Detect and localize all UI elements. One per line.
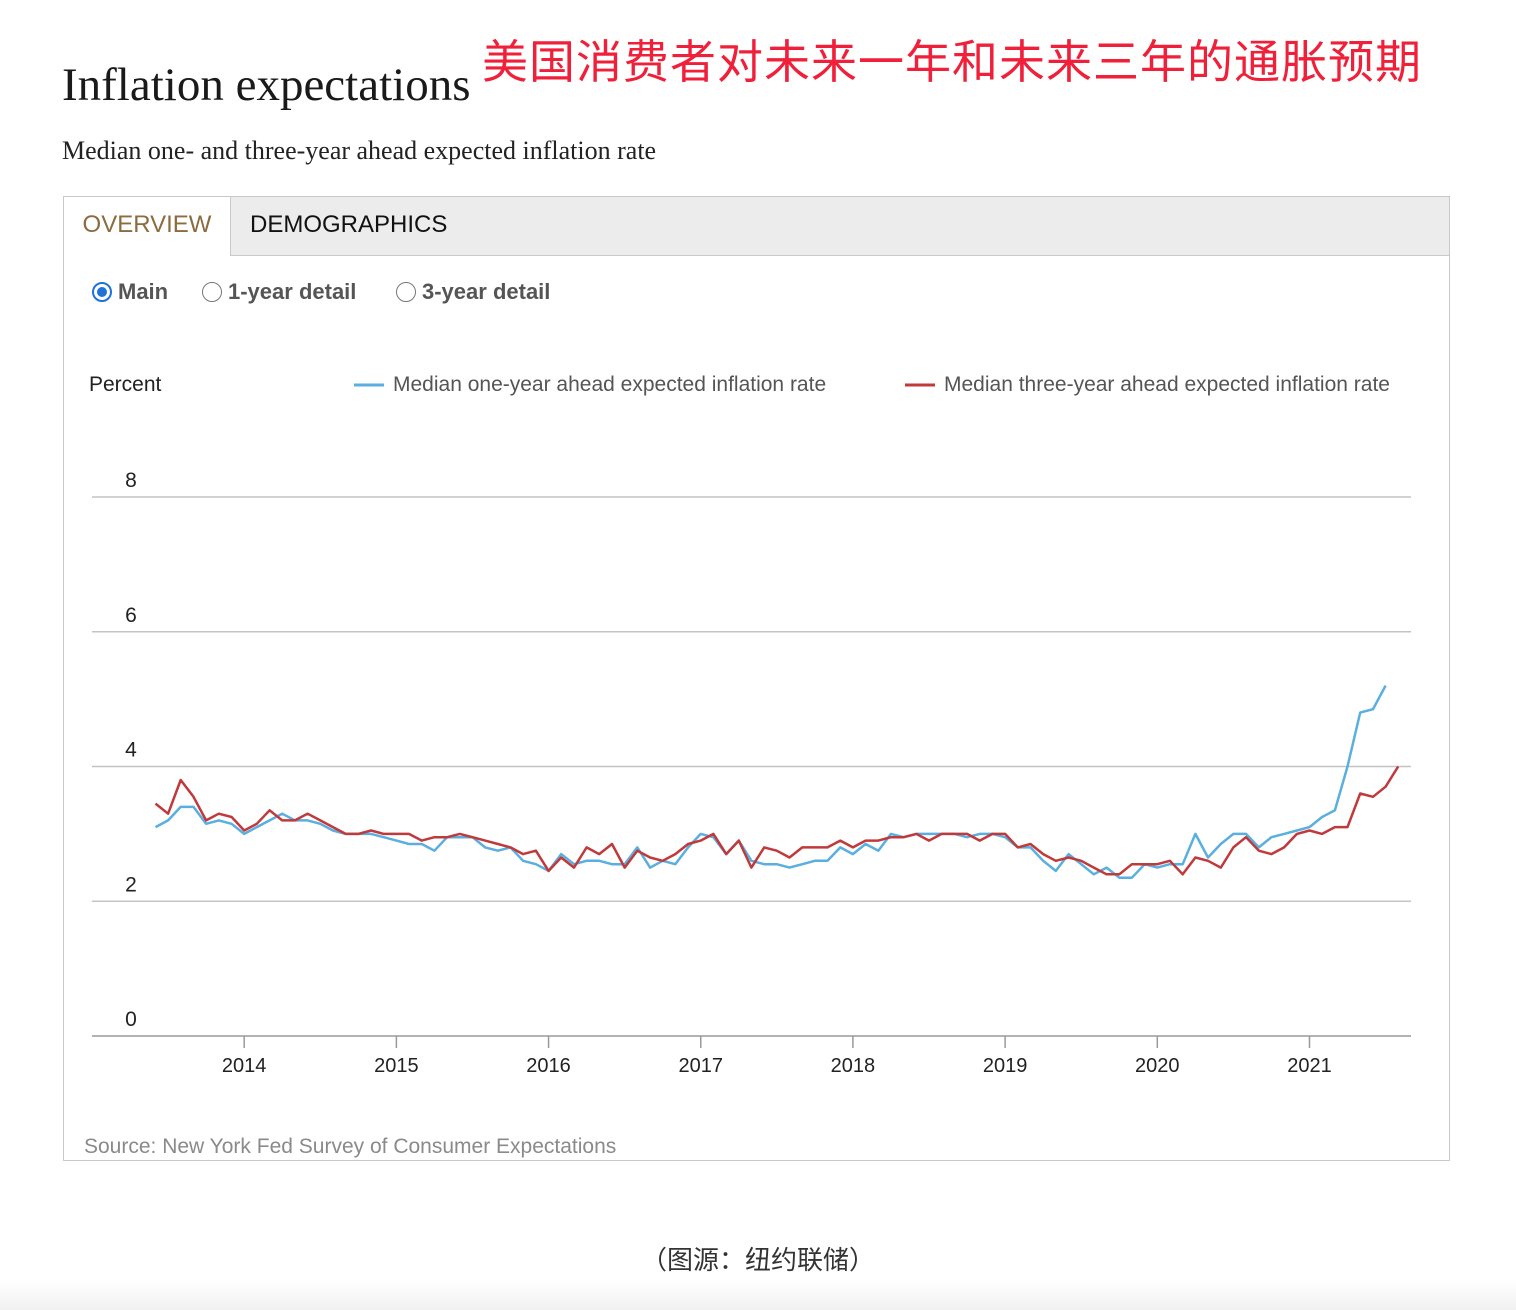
x-tick-label: 2016: [526, 1055, 571, 1077]
line-chart: Percent 0 2 4 6 8 2014 2015 2016 2017 2018 2019 2020…: [84, 373, 1411, 1158]
legend-label-1: Median one-year ahead expected inflation…: [393, 373, 826, 396]
overlay-title: 美国消费者对未来一年和未来三年的通胀预期: [482, 35, 1422, 89]
y-tick-label: 8: [125, 469, 137, 492]
page-subtitle: Median one- and three-year ahead expecte…: [62, 136, 657, 165]
y-axis-label: Percent: [89, 373, 162, 396]
footer-fade: [0, 1280, 1516, 1310]
radio-1-year-detail-circle[interactable]: [202, 282, 222, 302]
x-tick-label: 2015: [374, 1055, 419, 1077]
y-tick-label: 2: [125, 873, 137, 896]
radio-main-circle[interactable]: [92, 282, 112, 302]
radio-1-year-detail[interactable]: 1-year detail: [202, 277, 356, 307]
chart-source: Source: New York Fed Survey of Consumer …: [84, 1135, 616, 1158]
chart-panel: OVERVIEW DEMOGRAPHICS Main 1-year detail…: [63, 196, 1450, 1161]
radio-3-year-detail-label: 3-year detail: [422, 279, 551, 304]
image-caption: （图源：纽约联储）: [640, 1246, 875, 1276]
radio-3-year-detail[interactable]: 3-year detail: [396, 277, 550, 307]
x-tick-label: 2019: [983, 1055, 1027, 1077]
y-tick-label: 4: [125, 739, 137, 762]
y-tick-label: 6: [125, 604, 137, 627]
series-line-2: [154, 765, 1400, 876]
radio-main-label: Main: [118, 279, 169, 304]
tab-demographics[interactable]: DEMOGRAPHICS: [250, 211, 448, 238]
y-tick-label: 0: [125, 1008, 137, 1031]
tab-bar: OVERVIEW DEMOGRAPHICS: [64, 197, 1449, 256]
tab-overview[interactable]: OVERVIEW: [64, 197, 231, 256]
radio-1-year-detail-label: 1-year detail: [228, 279, 357, 304]
x-tick-label: 2020: [1135, 1055, 1180, 1077]
x-tick-label: 2014: [222, 1055, 267, 1077]
legend-label-2: Median three-year ahead expected inflati…: [944, 373, 1390, 396]
x-tick-label: 2017: [678, 1055, 723, 1077]
x-tick-label: 2018: [831, 1055, 876, 1077]
radio-main[interactable]: Main: [92, 277, 168, 307]
x-tick-label: 2021: [1287, 1055, 1332, 1077]
radio-3-year-detail-circle[interactable]: [396, 282, 416, 302]
page-title: Inflation expectations: [62, 59, 471, 111]
